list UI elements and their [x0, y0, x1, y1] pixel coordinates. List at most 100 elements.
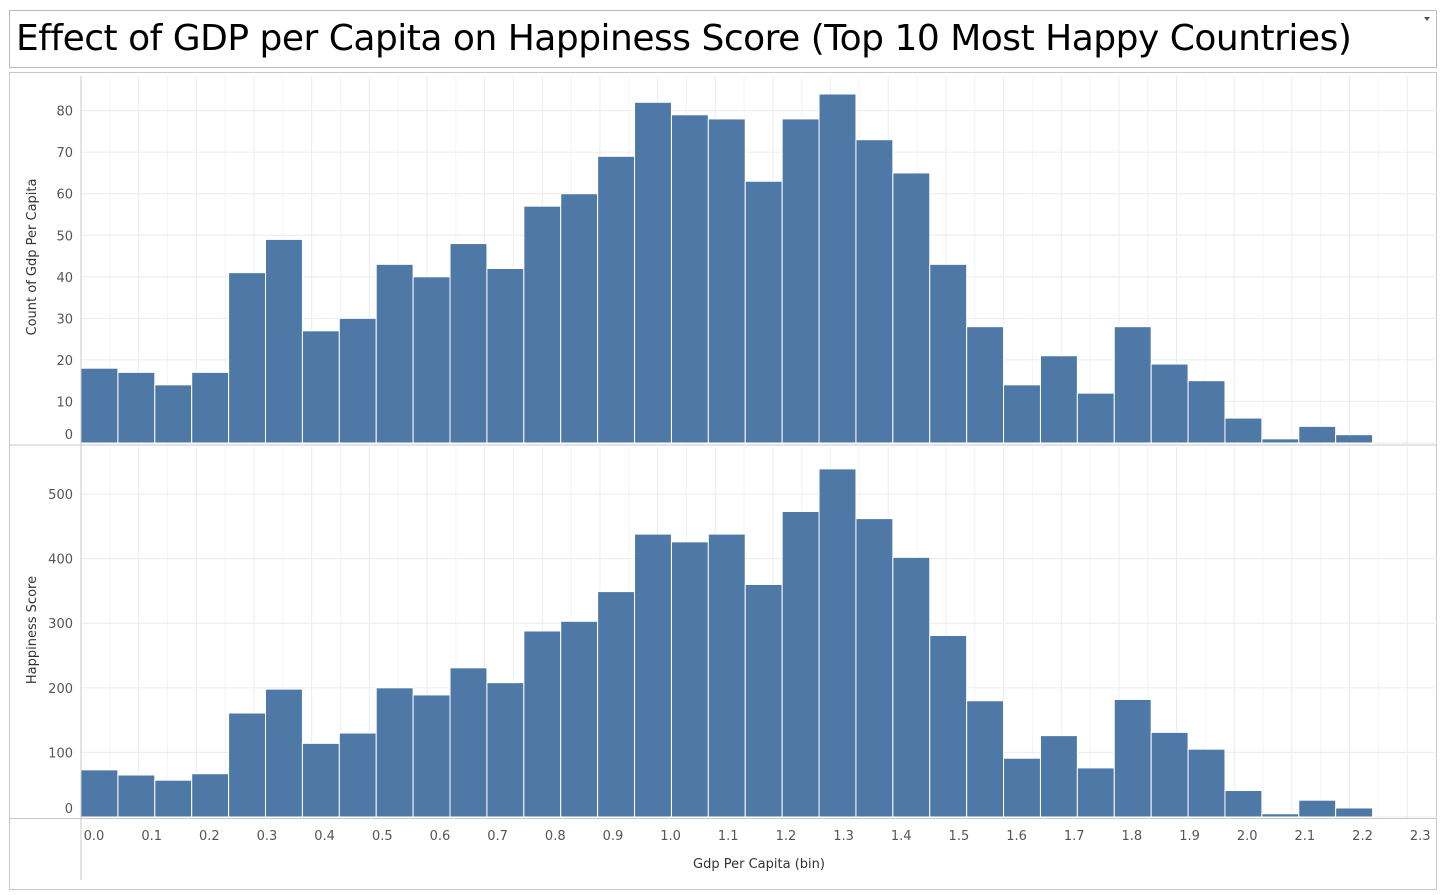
- y-tick-label: 40: [56, 271, 73, 286]
- bar-count-panel-30[interactable]: [1187, 380, 1226, 444]
- bar-happiness-panel-26[interactable]: [1039, 735, 1078, 818]
- bar-count-panel-32[interactable]: [1261, 438, 1300, 444]
- y-tick-label: 0: [65, 428, 73, 443]
- x-tick-label: 1.9: [1179, 829, 1200, 844]
- bar-happiness-panel-5[interactable]: [265, 688, 303, 818]
- x-tick-label: 1.3: [833, 829, 854, 844]
- bar-happiness-panel-21[interactable]: [855, 518, 894, 818]
- bar-count-panel-2[interactable]: [154, 384, 193, 444]
- bar-happiness-panel-0[interactable]: [80, 769, 119, 818]
- bars-layer: [80, 93, 1374, 818]
- bar-count-panel-26[interactable]: [1039, 355, 1078, 444]
- bar-count-panel-23[interactable]: [929, 263, 968, 444]
- bar-happiness-panel-6[interactable]: [301, 742, 340, 818]
- happiness-axis-title: Happiness Score: [25, 576, 40, 684]
- bar-happiness-panel-7[interactable]: [338, 732, 377, 818]
- bar-happiness-panel-32[interactable]: [1261, 813, 1300, 818]
- bar-happiness-panel-34[interactable]: [1335, 807, 1374, 818]
- bar-happiness-panel-33[interactable]: [1298, 799, 1337, 818]
- bar-count-panel-18[interactable]: [744, 180, 783, 444]
- x-tick-label: 0.4: [314, 829, 335, 844]
- page-title: Effect of GDP per Capita on Happiness Sc…: [16, 18, 1352, 59]
- x-tick-label: 2.0: [1237, 829, 1258, 844]
- bar-count-panel-1[interactable]: [117, 371, 156, 444]
- bar-count-panel-34[interactable]: [1335, 434, 1374, 444]
- bar-count-panel-22[interactable]: [892, 172, 931, 444]
- bar-count-panel-10[interactable]: [449, 243, 488, 444]
- bar-count-panel-31[interactable]: [1224, 417, 1263, 444]
- bar-count-panel-33[interactable]: [1298, 425, 1337, 444]
- bar-happiness-panel-4[interactable]: [228, 712, 267, 818]
- bar-happiness-panel-30[interactable]: [1187, 748, 1226, 818]
- bar-happiness-panel-14[interactable]: [597, 591, 636, 818]
- bar-count-panel-11[interactable]: [486, 268, 525, 444]
- bar-count-panel-3[interactable]: [191, 371, 230, 444]
- bar-happiness-panel-18[interactable]: [744, 583, 783, 818]
- bar-count-panel-14[interactable]: [597, 155, 636, 444]
- bar-count-panel-6[interactable]: [301, 330, 340, 444]
- y-tick-label: 400: [48, 553, 73, 568]
- bar-count-panel-12[interactable]: [523, 205, 562, 444]
- bar-happiness-panel-23[interactable]: [929, 635, 968, 818]
- bar-happiness-panel-8[interactable]: [375, 687, 414, 818]
- bar-count-panel-8[interactable]: [375, 263, 414, 444]
- x-tick-label: 0.7: [487, 829, 508, 844]
- bar-happiness-panel-16[interactable]: [670, 541, 709, 818]
- bar-count-panel-4[interactable]: [228, 272, 267, 444]
- bar-count-panel-17[interactable]: [707, 118, 746, 444]
- bar-happiness-panel-2[interactable]: [154, 779, 193, 818]
- bar-happiness-panel-27[interactable]: [1076, 767, 1115, 818]
- bar-count-panel-27[interactable]: [1076, 392, 1115, 444]
- bar-happiness-panel-28[interactable]: [1113, 698, 1152, 818]
- bar-happiness-panel-3[interactable]: [191, 773, 230, 818]
- title-dropdown-icon[interactable]: [1424, 17, 1430, 21]
- x-tick-label: 2.1: [1295, 829, 1316, 844]
- bar-count-panel-20[interactable]: [818, 93, 857, 444]
- bar-happiness-panel-13[interactable]: [560, 620, 599, 818]
- bar-count-panel-24[interactable]: [966, 326, 1005, 444]
- bar-count-panel-7[interactable]: [338, 317, 377, 444]
- x-tick-label: 0.2: [199, 829, 220, 844]
- bar-happiness-panel-11[interactable]: [486, 682, 525, 818]
- bar-count-panel-15[interactable]: [634, 101, 672, 444]
- y-tick-label: 0: [65, 802, 73, 817]
- x-tick-label: 0.1: [141, 829, 162, 844]
- bar-happiness-panel-1[interactable]: [117, 774, 156, 818]
- bar-count-panel-9[interactable]: [412, 276, 451, 444]
- bar-count-panel-28[interactable]: [1113, 326, 1152, 444]
- bar-happiness-panel-17[interactable]: [707, 533, 746, 818]
- bar-count-panel-21[interactable]: [855, 139, 894, 444]
- title-box[interactable]: Effect of GDP per Capita on Happiness Sc…: [9, 10, 1437, 68]
- y-tick-label: 100: [48, 746, 73, 761]
- bar-count-panel-25[interactable]: [1003, 384, 1041, 444]
- y-tick-label: 50: [56, 229, 73, 244]
- bar-count-panel-0[interactable]: [80, 367, 119, 444]
- bar-happiness-panel-29[interactable]: [1150, 731, 1189, 818]
- bar-happiness-panel-20[interactable]: [818, 468, 857, 818]
- bar-happiness-panel-22[interactable]: [892, 556, 931, 818]
- bar-happiness-panel-25[interactable]: [1003, 757, 1041, 818]
- x-tick-label: 2.3: [1410, 829, 1431, 844]
- x-tick-label: 1.5: [949, 829, 970, 844]
- bar-happiness-panel-9[interactable]: [412, 694, 451, 818]
- bar-happiness-panel-12[interactable]: [523, 630, 562, 818]
- bar-count-panel-16[interactable]: [670, 114, 709, 444]
- bar-happiness-panel-31[interactable]: [1224, 790, 1263, 818]
- y-tick-label: 30: [56, 312, 73, 327]
- bar-happiness-panel-15[interactable]: [634, 533, 672, 818]
- bar-count-panel-29[interactable]: [1150, 363, 1189, 444]
- bar-happiness-panel-10[interactable]: [449, 667, 488, 818]
- x-tick-label: 0.5: [372, 829, 393, 844]
- bar-happiness-panel-24[interactable]: [966, 700, 1005, 818]
- x-tick-label: 1.4: [891, 829, 912, 844]
- y-tick-label: 60: [56, 188, 73, 203]
- x-tick-label: 1.7: [1064, 829, 1085, 844]
- x-tick-label: 1.1: [718, 829, 739, 844]
- bar-count-panel-19[interactable]: [781, 118, 820, 444]
- bar-happiness-panel-19[interactable]: [781, 511, 820, 818]
- axis-layer: 0.0 0.1 0.2 0.3 0.4 0.5 0.6 0.7 0.8 0.9 1.0 1.1 1.2 1…: [10, 76, 1437, 880]
- bar-count-panel-13[interactable]: [560, 193, 599, 444]
- bar-count-panel-5[interactable]: [265, 238, 303, 444]
- count-axis-title: Count of Gdp Per Capita: [25, 179, 40, 336]
